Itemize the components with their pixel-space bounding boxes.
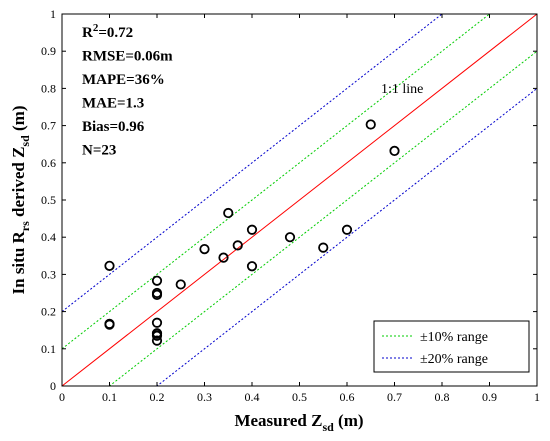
y-tick-label: 0.9: [41, 44, 56, 58]
x-tick-label: 0.3: [197, 390, 212, 404]
data-point: [341, 224, 353, 235]
y-axis-title: In situ Rrs derived Zsd (m): [9, 106, 32, 295]
ref-line-20pct-lower: [156, 88, 537, 386]
data-point: [365, 119, 376, 130]
one-to-one-line-label: 1:1 line: [381, 82, 423, 97]
data-point: [151, 275, 163, 286]
stat-line: R2=0.72: [82, 22, 133, 41]
y-axis-title-sub1: rs: [18, 221, 32, 231]
data-point: [199, 244, 210, 255]
legend-box: [373, 320, 530, 373]
x-tick-label: 0.1: [102, 390, 117, 404]
data-point: [246, 261, 258, 272]
x-tick-label: 0.4: [245, 390, 260, 404]
data-point: [175, 279, 186, 290]
data-point: [246, 224, 258, 235]
x-tick-label: 0.9: [482, 390, 497, 404]
x-axis: 0 0.1 0.2 0.3 0.4 0.5 0.6 0.7 0.8 0.9 1: [59, 14, 540, 404]
data-point: [151, 289, 163, 300]
x-axis-title: Measured Zsd (m): [234, 411, 363, 434]
y-tick-label: 1: [50, 7, 56, 21]
x-tick-label: 0.6: [340, 390, 355, 404]
data-point: [232, 240, 243, 251]
y-tick-label: 0.1: [41, 342, 56, 356]
x-tick-label: 0.2: [150, 390, 165, 404]
x-tick-label: 0.8: [435, 390, 450, 404]
data-point: [104, 319, 115, 330]
y-tick-label: 0.7: [41, 119, 56, 133]
ref-line-20pct-upper: [62, 14, 443, 312]
x-axis-title-sub: sd: [322, 420, 334, 434]
x-axis-title-main: Measured Z: [234, 411, 322, 430]
stat-line: RMSE=0.06m: [82, 49, 173, 65]
ref-line-1:1: [62, 14, 537, 386]
legend-label-10pct: ±10% range: [420, 330, 488, 345]
y-axis-title-unit: (m): [9, 106, 28, 136]
stat-line: MAE=1.3: [82, 96, 144, 112]
ref-line-10pct-lower: [108, 50, 537, 386]
y-tick-label: 0: [50, 379, 56, 393]
y-axis-title-mid: derived Z: [9, 147, 28, 222]
legend: ±10% range ±20% range: [373, 320, 530, 373]
ref-line-10pct-upper: [62, 14, 491, 350]
data-points: [104, 119, 400, 346]
x-axis-title-unit: (m): [334, 411, 364, 430]
stat-line: N=23: [82, 143, 116, 159]
stat-line: MAPE=36%: [82, 72, 165, 88]
stat-line: Bias=0.96: [82, 119, 145, 135]
data-point: [151, 328, 163, 340]
y-tick-label: 0.8: [41, 81, 56, 95]
legend-label-20pct: ±20% range: [420, 352, 488, 367]
data-point: [104, 260, 115, 271]
y-tick-label: 0.5: [41, 193, 56, 207]
y-axis-title-pre: In situ R: [9, 230, 28, 294]
y-tick-label: 0.2: [41, 305, 56, 319]
data-point: [284, 232, 296, 243]
x-tick-label: 0.5: [292, 390, 307, 404]
reference-lines: [62, 14, 537, 386]
data-point: [223, 207, 234, 219]
data-point: [151, 335, 163, 346]
data-point: [218, 252, 229, 263]
y-tick-label: 0.4: [41, 230, 56, 244]
stats-annotation: R2=0.72 RMSE=0.06m MAPE=36% MAE=1.3 Bias=0.9…: [82, 22, 173, 159]
y-axis: 0 0.1 0.2 0.3 0.4 0.5 0.6 0.7 0.8 0.9 1: [41, 7, 537, 393]
x-tick-label: 0: [59, 390, 65, 404]
data-point: [151, 317, 163, 328]
x-tick-label: 1: [534, 390, 540, 404]
x-tick-label: 0.7: [387, 390, 402, 404]
data-point: [389, 145, 400, 156]
y-tick-label: 0.3: [41, 267, 56, 281]
y-axis-title-sub2: sd: [18, 135, 32, 147]
y-tick-label: 0.6: [41, 156, 56, 170]
data-point: [318, 242, 329, 253]
